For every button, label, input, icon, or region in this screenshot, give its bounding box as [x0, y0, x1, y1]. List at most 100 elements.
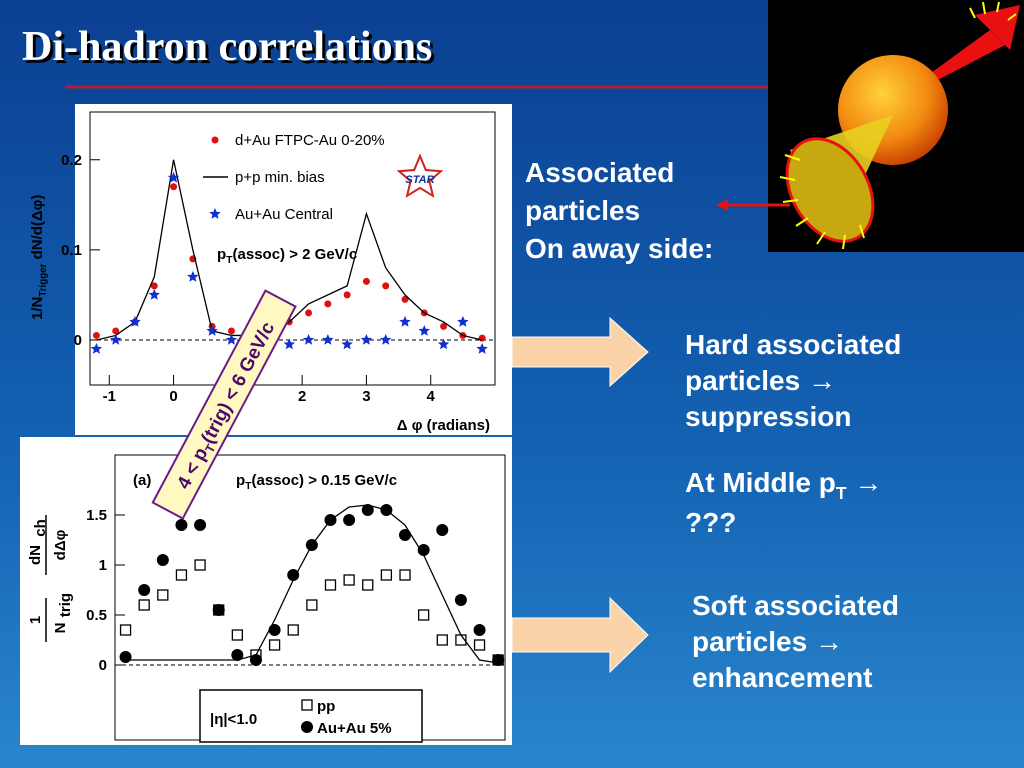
slide-text: Associated — [525, 157, 674, 188]
y-tick-label: 0 — [99, 657, 107, 674]
marker — [211, 136, 219, 144]
marker — [268, 639, 281, 651]
annotation-part: p — [217, 246, 226, 263]
marker — [362, 579, 374, 591]
marker — [305, 309, 313, 317]
slide-text: At Middle pT → — [685, 467, 882, 503]
slide-text: Hard associated — [685, 329, 901, 360]
marker — [324, 579, 337, 591]
slide-text-part: → — [847, 467, 883, 498]
annotation: pT(assoc) > 0.15 GeV/c — [236, 472, 397, 492]
y-axis-label-part: N — [52, 623, 69, 634]
marker — [343, 514, 356, 526]
y-axis-label-part: ch — [32, 519, 49, 537]
marker — [361, 504, 374, 516]
y-tick-label: 0 — [74, 332, 82, 349]
marker — [231, 649, 244, 661]
marker — [194, 519, 207, 531]
marker — [206, 324, 218, 336]
marker — [418, 324, 430, 336]
marker — [119, 651, 132, 663]
arrow — [511, 316, 649, 388]
arrow — [511, 596, 649, 674]
slide-text: particles — [525, 195, 640, 226]
marker — [175, 569, 188, 581]
marker — [454, 594, 467, 606]
slide-text-part: T — [836, 483, 847, 503]
series-line — [125, 504, 499, 664]
marker — [110, 333, 122, 345]
marker — [231, 629, 243, 641]
marker — [283, 338, 295, 350]
x-tick-label: 3 — [362, 388, 370, 405]
marker — [341, 338, 353, 350]
marker — [382, 282, 390, 290]
marker — [129, 315, 141, 327]
marker — [440, 322, 448, 330]
marker — [301, 699, 313, 711]
y-axis-label-part: trig — [57, 593, 74, 617]
marker — [401, 295, 409, 303]
slide-text: particles → — [685, 365, 836, 396]
marker — [343, 574, 355, 586]
marker — [399, 529, 412, 541]
marker — [436, 524, 449, 536]
marker — [322, 333, 334, 345]
marker — [343, 291, 351, 299]
marker — [249, 654, 262, 666]
legend-label: Au+Au Central — [235, 206, 333, 223]
jet-diagram — [716, 0, 1024, 252]
y-tick-label: 0.5 — [86, 607, 107, 624]
y-tick-label: 0.2 — [61, 152, 82, 169]
legend-box — [199, 689, 423, 743]
marker — [399, 569, 411, 581]
marker — [360, 333, 373, 345]
x-axis-label: Δ φ (radians) — [397, 417, 490, 434]
marker — [194, 559, 206, 571]
x-tick-label: 2 — [298, 388, 306, 405]
annotation-part: (assoc) > 2 GeV/c — [233, 246, 358, 263]
marker — [156, 554, 169, 566]
marker — [437, 338, 450, 350]
marker — [302, 333, 315, 345]
marker — [138, 584, 151, 596]
y-axis-label-part: dN/d(Δφ) — [29, 195, 46, 264]
marker — [476, 342, 488, 354]
marker — [362, 277, 370, 285]
y-axis-label-part: 1/N — [29, 297, 46, 320]
marker — [380, 569, 393, 581]
trigger-box — [151, 289, 297, 520]
marker — [478, 334, 486, 342]
slide-text: suppression — [685, 401, 851, 432]
marker — [225, 333, 238, 345]
marker — [268, 624, 281, 636]
marker — [212, 604, 225, 616]
slide-text: particles → — [692, 626, 843, 657]
marker — [90, 342, 103, 354]
y-tick-label: 1.5 — [86, 507, 107, 524]
legend-label: d+Au FTPC-Au 0-20% — [235, 132, 385, 149]
x-tick-label: 0 — [169, 388, 177, 405]
marker — [287, 569, 300, 581]
marker — [92, 331, 100, 339]
marker — [457, 315, 469, 327]
slide-text-part: At Middle p — [685, 467, 836, 498]
annotation-part: T — [226, 255, 233, 266]
marker — [170, 183, 178, 191]
y-axis-label-part: dΔφ — [52, 529, 69, 560]
annotation-part: T — [245, 481, 252, 492]
legend-label: pp — [317, 698, 335, 715]
legend-title: |η|<1.0 — [210, 711, 257, 728]
marker — [306, 599, 318, 611]
marker — [148, 288, 160, 300]
slide-text: On away side: — [525, 233, 713, 264]
logo-star — [396, 153, 444, 198]
marker — [287, 624, 299, 636]
marker — [399, 315, 411, 327]
marker — [119, 624, 132, 636]
slide-text: ??? — [685, 507, 736, 538]
plot-panel — [75, 104, 512, 435]
marker — [301, 721, 313, 733]
annotation: pT(assoc) > 2 GeV/c — [217, 246, 357, 266]
